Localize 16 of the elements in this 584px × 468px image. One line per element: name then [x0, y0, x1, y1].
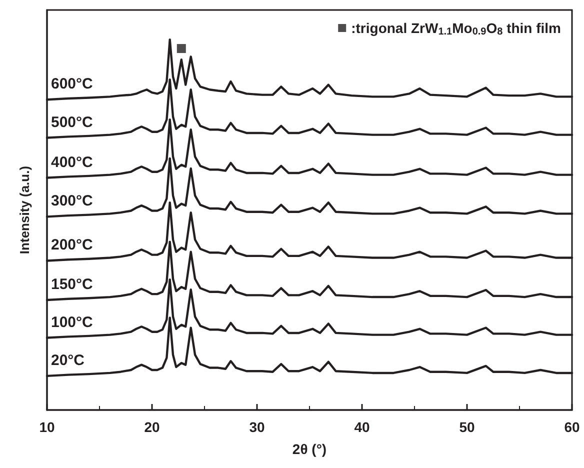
series-label: 300°C: [51, 192, 94, 210]
series-label: 400°C: [51, 154, 94, 171]
x-axis-title: 2θ (°): [292, 441, 327, 457]
series-label: 20°C: [51, 352, 85, 369]
series-label: 200°C: [51, 236, 94, 254]
x-tick-label: 60: [564, 419, 580, 435]
x-tick-label: 30: [249, 419, 265, 435]
x-tick-label: 20: [144, 419, 160, 435]
series-label: 150°C: [51, 276, 94, 293]
series-label: 500°C: [51, 114, 94, 131]
y-axis-title: Intensity (a.u.): [17, 166, 32, 254]
series-label: 600°C: [51, 76, 94, 93]
series-label: 100°C: [51, 314, 94, 331]
x-tick-label: 50: [459, 419, 475, 435]
x-tick-label: 40: [354, 419, 370, 435]
x-tick-label: 10: [39, 419, 55, 435]
